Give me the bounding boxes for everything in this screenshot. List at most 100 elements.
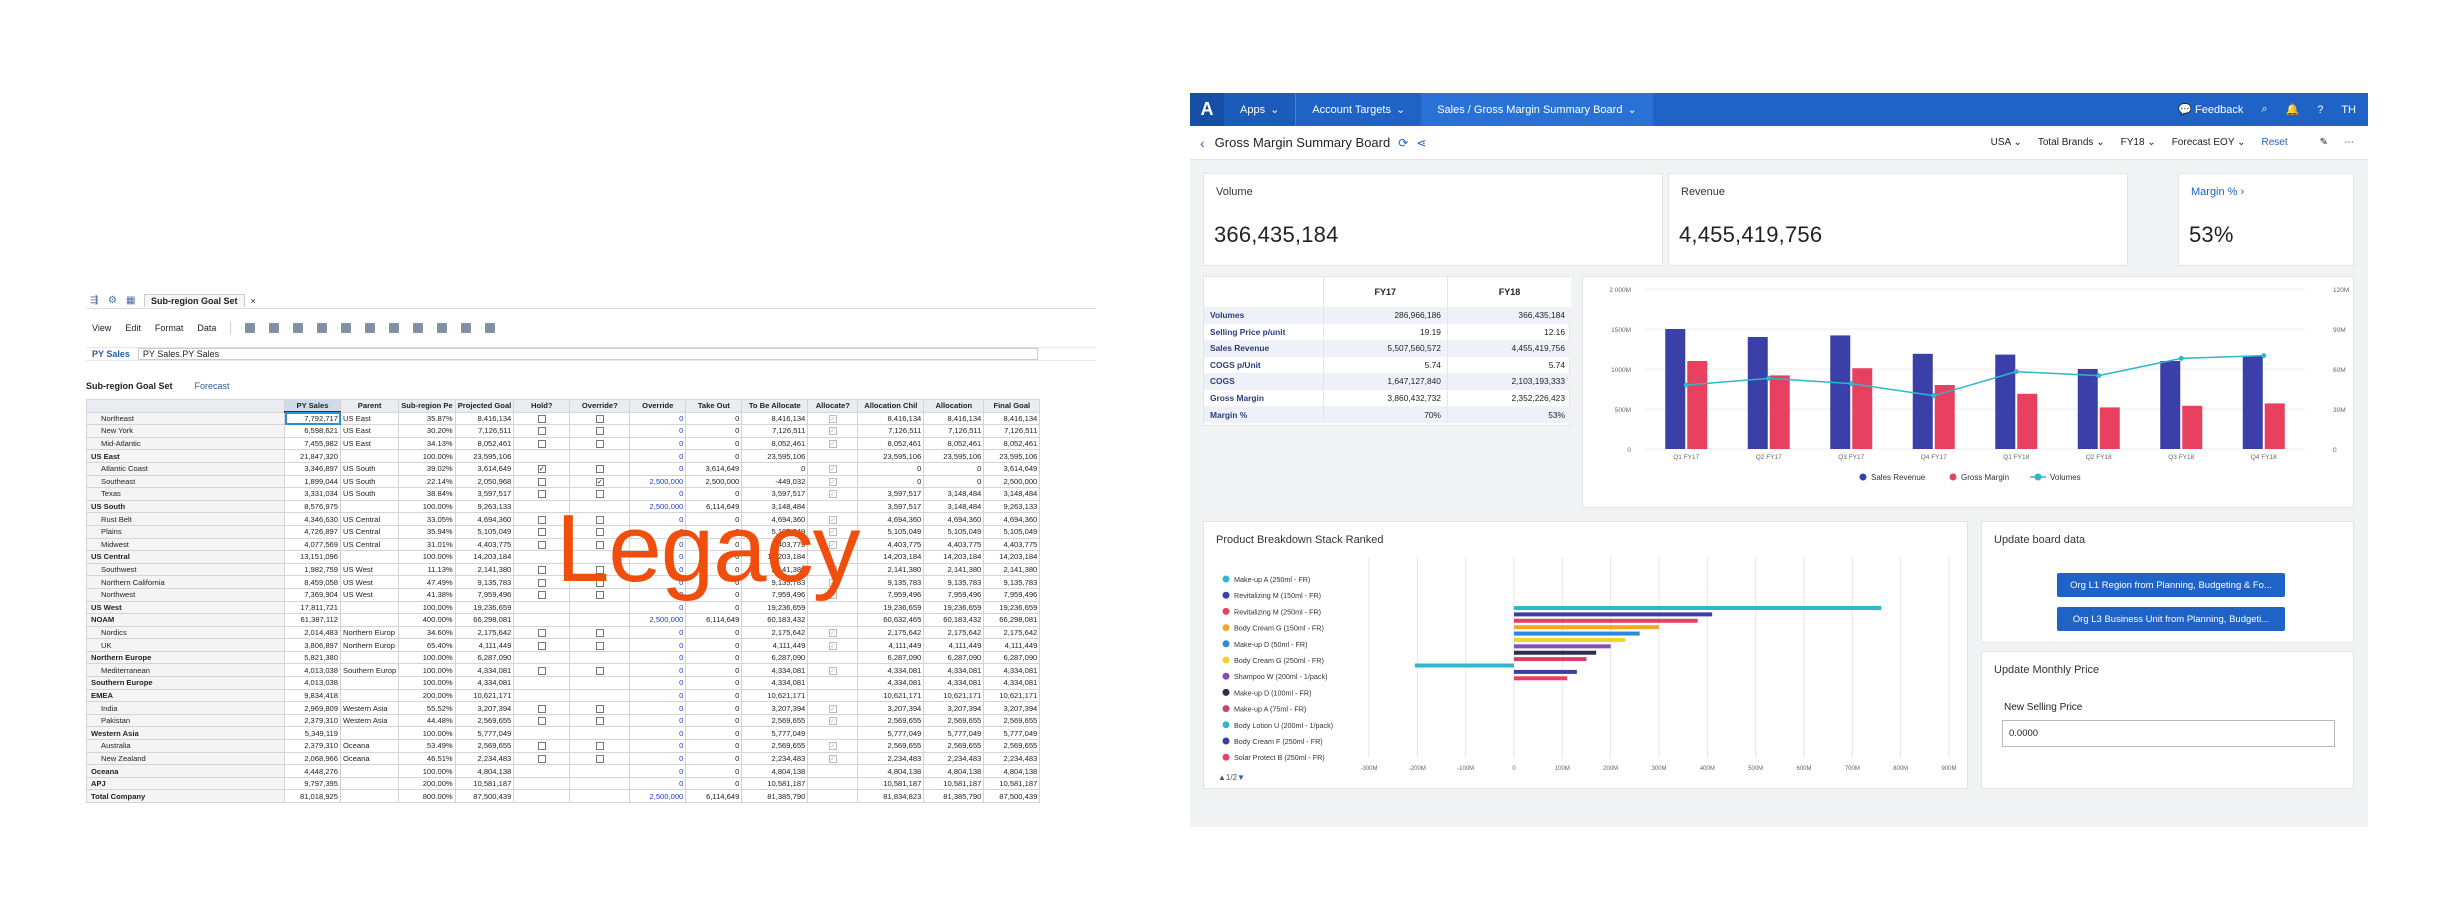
nav-board[interactable]: Sales / Gross Margin Summary Board ⌄ [1421,93,1653,126]
allocate-checkbox[interactable]: ✓ [807,474,859,489]
grid-cell[interactable]: 4,013,038 [284,676,341,690]
override-checkbox[interactable] [569,613,631,627]
feedback-button[interactable]: 💬 Feedback [2178,103,2243,116]
checkbox[interactable] [595,465,604,474]
grid-cell[interactable]: 2,569,655 [857,739,925,753]
grid-cell[interactable]: 2,014,483 [284,625,341,640]
grid-cell[interactable]: 3,148,484 [983,487,1041,501]
grid-cell[interactable]: 8,416,134 [454,411,515,426]
allocate-checkbox[interactable]: ✓ [807,701,859,715]
checkbox[interactable] [537,704,546,713]
checkbox[interactable]: ✓ [828,440,837,449]
grid-cell[interactable]: -449,032 [741,474,809,489]
grid-cell[interactable] [339,688,400,703]
grid-cell[interactable]: 0 [685,739,743,753]
checkbox[interactable]: ✓ [828,566,837,575]
share-icon[interactable]: ⋖ [1416,135,1427,150]
col-header[interactable]: Allocate? [807,399,859,413]
grid-cell[interactable]: 2,379,310 [284,713,341,728]
grid-cell[interactable]: 5,105,049 [857,524,925,539]
allocate-checkbox[interactable] [807,613,859,627]
grid-cell[interactable]: 4,334,081 [857,676,925,690]
grid-cell[interactable]: 4,334,081 [923,663,985,678]
grid-cell[interactable]: 2,569,655 [741,739,809,753]
sort-tool-icon[interactable] [293,323,304,333]
grid-cell[interactable] [339,650,400,665]
grid-cell[interactable]: US Central [339,537,400,552]
col-header[interactable]: Hold? [513,399,571,413]
bar-gross-margin[interactable] [1769,375,1790,449]
hold-checkbox[interactable] [513,625,571,640]
product-bar[interactable] [1514,618,1698,623]
grid-cell[interactable]: 2,234,483 [923,751,985,766]
grid-cell[interactable]: 13,151,096 [284,550,341,564]
hold-checkbox[interactable] [513,411,571,426]
grid-cell[interactable]: 6,287,090 [983,650,1041,665]
grid-cell[interactable]: 10,581,187 [454,776,515,791]
grid-cell[interactable]: 14,203,184 [454,550,515,564]
checkbox[interactable] [537,754,546,763]
grid-cell[interactable]: 23,595,106 [857,449,925,463]
reset-button[interactable]: Reset [2261,137,2288,148]
grid-cell[interactable]: 4,111,449 [923,638,985,652]
checkbox[interactable]: ✓ [828,477,837,486]
grid-cell[interactable]: 5,105,049 [983,524,1041,539]
grid-cell[interactable]: 4,334,081 [454,663,515,678]
allocate-checkbox[interactable] [807,726,859,741]
grid-cell[interactable]: 10,581,187 [741,776,809,791]
grid-cell[interactable]: 0 [741,461,809,476]
columns-icon[interactable] [365,323,376,333]
checkbox[interactable] [595,528,604,537]
grid-cell[interactable] [339,764,400,778]
grid-cell[interactable]: 23,595,106 [923,449,985,463]
grid-cell[interactable] [339,676,400,690]
grid-cell[interactable]: 5,777,049 [923,726,985,741]
grid-cell[interactable]: 2,569,655 [857,713,925,728]
grid-cell[interactable]: 39.02% [398,461,456,476]
grid-cell[interactable]: 3,346,897 [284,461,341,476]
grid-cell[interactable]: 65.40% [398,638,456,652]
bar-gross-margin[interactable] [1934,385,1955,449]
grid-cell[interactable]: 2,175,642 [923,625,985,640]
override-checkbox[interactable] [569,739,631,753]
grid-cell[interactable]: 6,114,649 [685,789,743,803]
grid-cell[interactable]: 0 [685,764,743,778]
grid-cell[interactable]: 7,126,511 [857,424,925,438]
bell-icon[interactable]: 🔔 [2285,104,2300,116]
grid-cell[interactable]: 17,811,721 [284,600,341,615]
grid-cell[interactable]: 1,899,044 [284,474,341,489]
grid-cell[interactable]: 53.49% [398,739,456,753]
grid-cell[interactable]: 3,614,649 [454,461,515,476]
grid-cell[interactable]: 10,621,171 [857,688,925,703]
allocate-checkbox[interactable]: ✓ [807,436,859,451]
grid-cell[interactable]: 0 [629,726,687,741]
grid-cell[interactable]: US East [339,411,400,426]
grid-cell[interactable]: 2,141,380 [454,562,515,577]
volumes-point[interactable] [1766,375,1772,381]
checkbox[interactable] [537,540,546,549]
grid-cell[interactable]: 2,175,642 [857,625,925,640]
grid-cell[interactable]: 0 [685,776,743,791]
grid-cell[interactable]: 3,207,394 [741,701,809,715]
checkbox[interactable] [595,515,604,524]
bar-gross-margin[interactable] [2099,407,2120,449]
grid-cell[interactable]: US East [339,424,400,438]
grid-cell[interactable]: US South [339,474,400,489]
grid-cell[interactable] [339,776,400,791]
grid-cell[interactable]: 4,334,081 [857,663,925,678]
override-checkbox[interactable] [569,449,631,463]
grid-cell[interactable]: 10,621,171 [923,688,985,703]
grid-cell[interactable]: 34.60% [398,625,456,640]
hierarchy-icon[interactable]: ⇶ [90,294,99,306]
grid-cell[interactable]: 4,403,775 [983,537,1041,552]
grid-cell[interactable]: 8,416,134 [857,411,925,426]
grid-cell[interactable]: 87,500,439 [983,789,1041,803]
grid-cell[interactable]: 2,500,000 [629,613,687,627]
bar-sales-revenue[interactable] [1665,329,1686,449]
volumes-point[interactable] [2096,373,2102,379]
allocate-checkbox[interactable]: ✓ [807,424,859,438]
hold-checkbox[interactable] [513,726,571,741]
grid-cell[interactable]: 0 [629,436,687,451]
grid-cell[interactable]: 87,500,439 [454,789,515,803]
grid-cell[interactable] [339,550,400,564]
